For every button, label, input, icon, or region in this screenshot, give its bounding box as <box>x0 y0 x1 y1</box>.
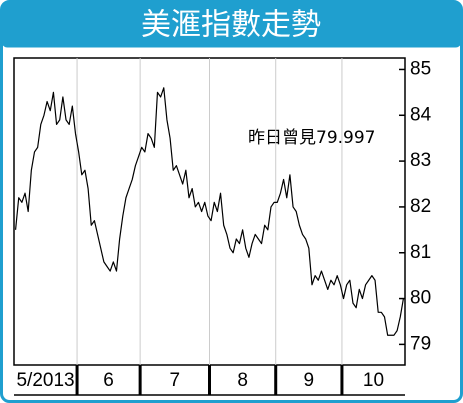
y-tick-label: 85 <box>410 58 431 79</box>
annotation: 昨日曾見79.997 <box>248 128 375 148</box>
x-tick-label: 6 <box>103 370 114 391</box>
title-band <box>1 1 462 48</box>
y-tick-label: 84 <box>410 104 432 125</box>
price-line <box>14 87 405 336</box>
y-tick-label: 80 <box>410 288 431 309</box>
y-tick-label: 81 <box>410 242 431 263</box>
y-tick-label: 83 <box>410 150 431 171</box>
x-tick-label: 8 <box>237 370 248 391</box>
chart-title: 美滙指數走勢 <box>141 8 321 43</box>
x-tick-label: 7 <box>170 370 181 391</box>
y-tick-label: 82 <box>410 196 431 217</box>
x-tick-label: 9 <box>304 370 315 391</box>
x-tick-label: 10 <box>363 370 384 391</box>
y-tick-label: 79 <box>410 333 431 354</box>
x-tick-label: 5/2013 <box>16 370 74 391</box>
